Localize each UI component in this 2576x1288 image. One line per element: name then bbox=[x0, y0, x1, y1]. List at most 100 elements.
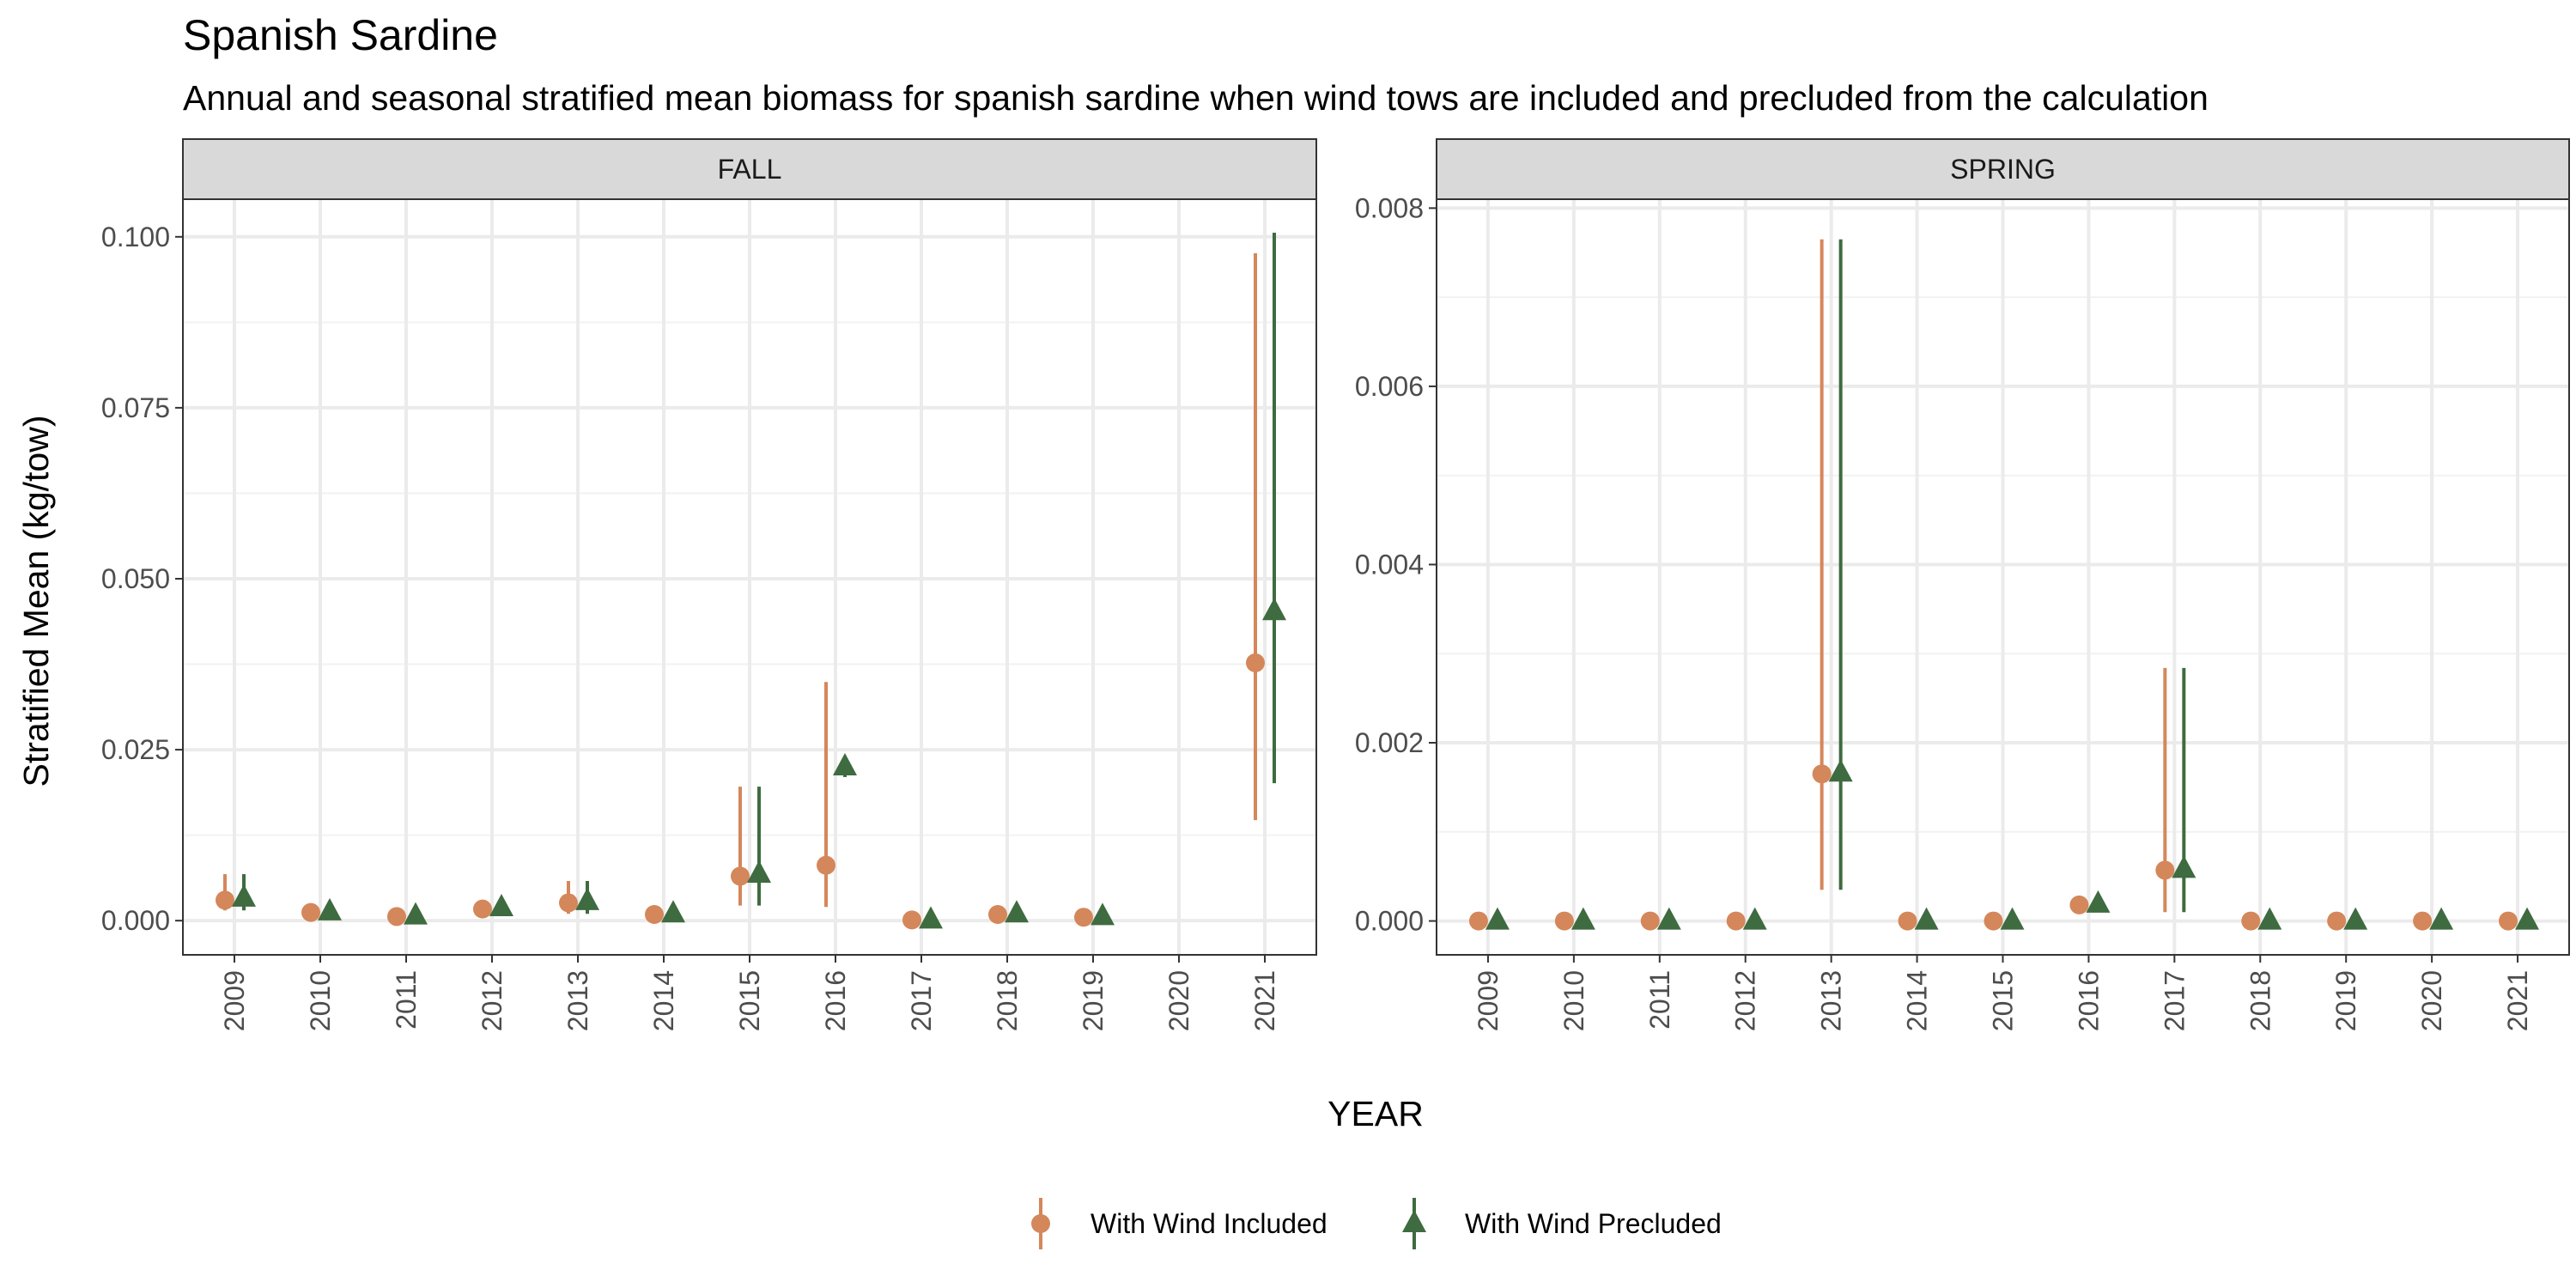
facet-panel-fall: 0.000 0.025 0.050 0.075 0.100 2009 2010 2011 201… bbox=[101, 138, 1317, 1031]
data-point bbox=[1246, 653, 1265, 672]
facet-strip-label: SPRING bbox=[1950, 154, 2056, 185]
x-tick-label: 2019 bbox=[2330, 970, 2361, 1031]
legend-key-symbol bbox=[1031, 1214, 1050, 1233]
data-point bbox=[1984, 911, 2003, 931]
data-point bbox=[833, 752, 857, 775]
y-tick-label: 0.100 bbox=[101, 222, 170, 252]
data-point bbox=[2413, 911, 2433, 931]
data-point bbox=[919, 906, 943, 929]
x-tick-label: 2012 bbox=[1730, 970, 1761, 1031]
data-point bbox=[2429, 907, 2454, 930]
data-point bbox=[1554, 911, 1574, 931]
data-point bbox=[489, 894, 513, 917]
data-point bbox=[2327, 911, 2347, 931]
data-point bbox=[988, 905, 1007, 925]
x-tick-label: 2016 bbox=[820, 970, 851, 1031]
data-point bbox=[902, 910, 921, 930]
x-tick-label: 2017 bbox=[2159, 970, 2190, 1031]
data-point bbox=[1091, 902, 1115, 926]
data-point bbox=[318, 897, 342, 920]
data-point bbox=[645, 905, 664, 925]
data-point bbox=[2000, 907, 2025, 930]
legend-item-wind-included: With Wind Included bbox=[1031, 1198, 1327, 1249]
data-point bbox=[2499, 911, 2518, 931]
data-point bbox=[2172, 855, 2196, 878]
y-tick-label: 0.004 bbox=[1355, 549, 1424, 580]
x-tick-label: 2013 bbox=[1816, 970, 1847, 1031]
data-point bbox=[1074, 908, 1093, 927]
data-point bbox=[1656, 907, 1681, 930]
x-tick-label: 2014 bbox=[648, 970, 679, 1031]
data-point bbox=[2241, 911, 2261, 931]
data-point bbox=[2515, 907, 2540, 930]
chart-title: Spanish Sardine bbox=[183, 11, 498, 59]
x-tick-label: 2011 bbox=[391, 970, 422, 1030]
y-tick-label: 0.075 bbox=[101, 392, 170, 423]
x-tick-label: 2015 bbox=[734, 970, 765, 1031]
x-tick-label: 2014 bbox=[1902, 970, 1933, 1031]
data-point bbox=[661, 900, 685, 923]
facet-panels: 0.000 0.025 0.050 0.075 0.100 2009 2010 2011 201… bbox=[101, 138, 2570, 1031]
legend: With Wind Included With Wind Precluded bbox=[1031, 1198, 1722, 1249]
data-point bbox=[817, 855, 835, 875]
x-tick-label: 2013 bbox=[562, 970, 593, 1031]
y-tick-label: 0.002 bbox=[1355, 727, 1424, 758]
y-tick-label: 0.008 bbox=[1355, 192, 1424, 223]
legend-label: With Wind Precluded bbox=[1465, 1208, 1722, 1239]
y-tick-label: 0.000 bbox=[1355, 906, 1424, 937]
x-tick-label: 2021 bbox=[2502, 970, 2533, 1031]
data-point bbox=[731, 866, 750, 886]
data-point bbox=[1468, 911, 1488, 931]
data-point bbox=[1640, 911, 1660, 931]
data-point bbox=[2069, 895, 2089, 914]
x-tick-label: 2010 bbox=[1558, 970, 1589, 1031]
data-point bbox=[1898, 911, 1917, 931]
data-point bbox=[301, 902, 320, 922]
facet-panel-spring: 0.000 0.002 0.004 0.006 0.008 2009 2010 2011 201… bbox=[1355, 138, 2570, 1031]
data-point bbox=[2257, 907, 2282, 930]
data-point bbox=[747, 860, 771, 884]
x-tick-label: 2015 bbox=[1988, 970, 2019, 1031]
data-point bbox=[404, 902, 428, 925]
chart-subtitle: Annual and seasonal stratified mean biom… bbox=[183, 78, 2208, 118]
data-point bbox=[1742, 907, 1767, 930]
x-tick-label: 2020 bbox=[1163, 970, 1194, 1031]
data-point bbox=[473, 899, 492, 919]
x-tick-label: 2018 bbox=[2245, 970, 2275, 1031]
x-tick-label: 2017 bbox=[906, 970, 937, 1031]
y-axis-title: Stratified Mean (kg/tow) bbox=[16, 416, 56, 787]
data-point bbox=[1005, 900, 1029, 923]
facet-strip bbox=[182, 138, 1317, 200]
data-point bbox=[2343, 907, 2368, 930]
data-point bbox=[559, 893, 578, 913]
data-point bbox=[1485, 907, 1510, 930]
facet-strip bbox=[1436, 138, 2570, 200]
data-point bbox=[1262, 598, 1286, 621]
legend-item-wind-precluded: With Wind Precluded bbox=[1402, 1198, 1722, 1249]
facet-strip-label: FALL bbox=[718, 154, 782, 185]
x-tick-label: 2011 bbox=[1644, 970, 1675, 1030]
x-tick-label: 2009 bbox=[1473, 970, 1504, 1031]
x-tick-label: 2016 bbox=[2073, 970, 2104, 1031]
data-point bbox=[2086, 890, 2111, 913]
y-tick-label: 0.006 bbox=[1355, 371, 1424, 402]
data-point bbox=[232, 884, 256, 907]
x-tick-label: 2021 bbox=[1249, 970, 1280, 1031]
data-point bbox=[2155, 860, 2175, 880]
data-point bbox=[216, 890, 234, 910]
data-point bbox=[1828, 759, 1853, 782]
legend-label: With Wind Included bbox=[1091, 1208, 1327, 1239]
legend-key-symbol bbox=[1402, 1210, 1426, 1232]
x-tick-label: 2009 bbox=[219, 970, 250, 1031]
data-point bbox=[1571, 907, 1595, 930]
x-axis-title: YEAR bbox=[1327, 1094, 1424, 1133]
data-point bbox=[387, 907, 406, 927]
x-tick-label: 2012 bbox=[477, 970, 507, 1031]
y-tick-label: 0.050 bbox=[101, 563, 170, 594]
x-tick-label: 2010 bbox=[305, 970, 336, 1031]
data-point bbox=[1812, 764, 1832, 784]
y-tick-label: 0.000 bbox=[101, 905, 170, 936]
x-tick-label: 2020 bbox=[2416, 970, 2447, 1031]
data-point bbox=[1726, 911, 1746, 931]
